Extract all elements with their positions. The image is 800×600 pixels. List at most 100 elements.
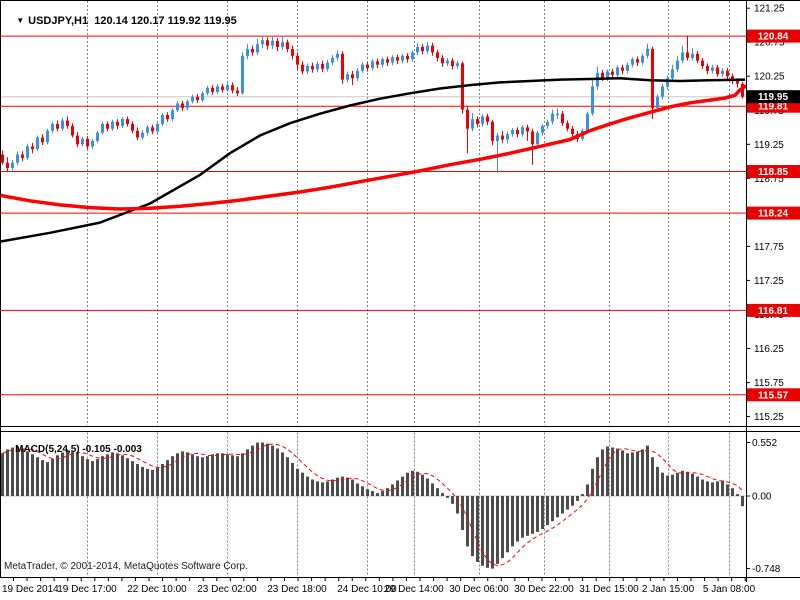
- macd-bar: [461, 496, 464, 530]
- candle-bear: [56, 123, 59, 129]
- macd-bar: [391, 484, 394, 496]
- price-tick-label: 115.25: [754, 412, 784, 423]
- macd-bar: [241, 453, 244, 496]
- candle-bull: [586, 113, 589, 131]
- candle-bull: [216, 86, 219, 92]
- macd-bar: [396, 480, 399, 496]
- macd-tick-label: -0.748: [752, 564, 781, 575]
- candle-bear: [636, 59, 639, 63]
- candle-bear: [31, 146, 34, 150]
- macd-bar: [421, 474, 424, 496]
- candle-bull: [16, 154, 19, 163]
- macd-bar: [56, 455, 59, 496]
- candle-bear: [351, 74, 354, 79]
- candle-bear: [476, 119, 479, 124]
- candle-bear: [106, 123, 109, 129]
- candle-bear: [6, 162, 9, 169]
- macd-bar: [646, 445, 649, 496]
- symbol-timeframe-label: USDJPY,H1: [28, 15, 89, 27]
- macd-bar: [121, 455, 124, 496]
- candle-bull: [556, 113, 559, 115]
- candle-bull: [271, 40, 274, 46]
- macd-bar: [221, 453, 224, 496]
- macd-bar: [346, 477, 349, 496]
- candle-bull: [246, 49, 249, 56]
- macd-bar: [506, 496, 509, 553]
- macd-bar: [86, 459, 89, 496]
- macd-bar: [116, 453, 119, 496]
- candle-bear: [726, 70, 729, 77]
- price-level-badge: 120.84: [747, 29, 800, 43]
- macd-bar: [386, 488, 389, 496]
- macd-bar: [351, 479, 354, 496]
- macd-bar: [176, 453, 179, 496]
- macd-bar: [471, 496, 474, 557]
- time-label: 19 Dec 2014: [2, 584, 59, 595]
- macd-bar: [166, 460, 169, 496]
- macd-bar: [541, 496, 544, 529]
- candle-bull: [446, 60, 449, 64]
- candle-bull: [711, 67, 714, 71]
- macd-bar: [91, 461, 94, 496]
- macd-bar: [36, 457, 39, 496]
- chart-menu-triangle-icon[interactable]: ▼: [16, 16, 25, 25]
- candle-bear: [706, 66, 709, 71]
- candle-bear: [1, 154, 4, 163]
- candle-bull: [176, 103, 179, 111]
- macd-bar: [566, 496, 569, 510]
- macd-bar: [411, 470, 414, 496]
- candle-bear: [406, 55, 409, 60]
- macd-bar: [696, 476, 699, 496]
- candle-bear: [236, 90, 239, 94]
- macd-bar: [296, 468, 299, 496]
- candle-bull: [121, 119, 124, 126]
- macd-bar: [721, 480, 724, 496]
- candle-bull: [416, 47, 419, 53]
- candle-bull: [391, 57, 394, 63]
- macd-bar: [641, 449, 644, 496]
- candle-bear: [221, 86, 224, 90]
- macd-bar: [41, 460, 44, 496]
- macd-bar: [206, 456, 209, 496]
- candle-bear: [341, 53, 344, 80]
- candle-bear: [136, 130, 139, 138]
- time-label: 19 Dec 17:00: [57, 584, 117, 595]
- candle-bull: [521, 127, 524, 135]
- price-level-badge-text: 116.81: [758, 306, 788, 317]
- current-price-badge-text: 119.95: [758, 92, 788, 103]
- candle-bear: [621, 67, 624, 71]
- borders-layer: [0, 0, 800, 582]
- macd-indicator-header: MACD(5,24,5) -0.105 -0.003: [4, 433, 142, 466]
- macd-bar: [156, 467, 159, 496]
- candle-bull: [191, 96, 194, 102]
- candle-bull: [51, 123, 54, 131]
- candle-bull: [281, 42, 284, 47]
- macd-axis[interactable]: 0.552 0.00 -0.748: [746, 438, 781, 575]
- candle-bull: [61, 120, 64, 129]
- candle-bear: [301, 64, 304, 72]
- macd-bar: [96, 459, 99, 496]
- macd-bar: [556, 496, 559, 518]
- macd-bar: [266, 443, 269, 496]
- macd-bar: [521, 496, 524, 538]
- time-label: 31 Dec 15:00: [579, 584, 639, 595]
- candle-bull: [346, 74, 349, 80]
- candle-bull: [146, 127, 149, 133]
- macd-bar: [491, 496, 494, 569]
- candle-bear: [451, 60, 454, 66]
- macd-bar: [16, 446, 19, 496]
- candle-bull: [316, 64, 319, 70]
- macd-bar: [431, 483, 434, 496]
- macd-bar: [701, 479, 704, 496]
- candle-bear: [181, 103, 184, 109]
- price-tick-label: 118.75: [754, 174, 784, 185]
- candle-bull: [161, 115, 164, 124]
- candle-bear: [386, 59, 389, 63]
- candle-bull: [381, 59, 384, 65]
- macd-bar: [726, 484, 729, 496]
- candle-bull: [36, 137, 39, 150]
- macd-bar: [311, 479, 314, 496]
